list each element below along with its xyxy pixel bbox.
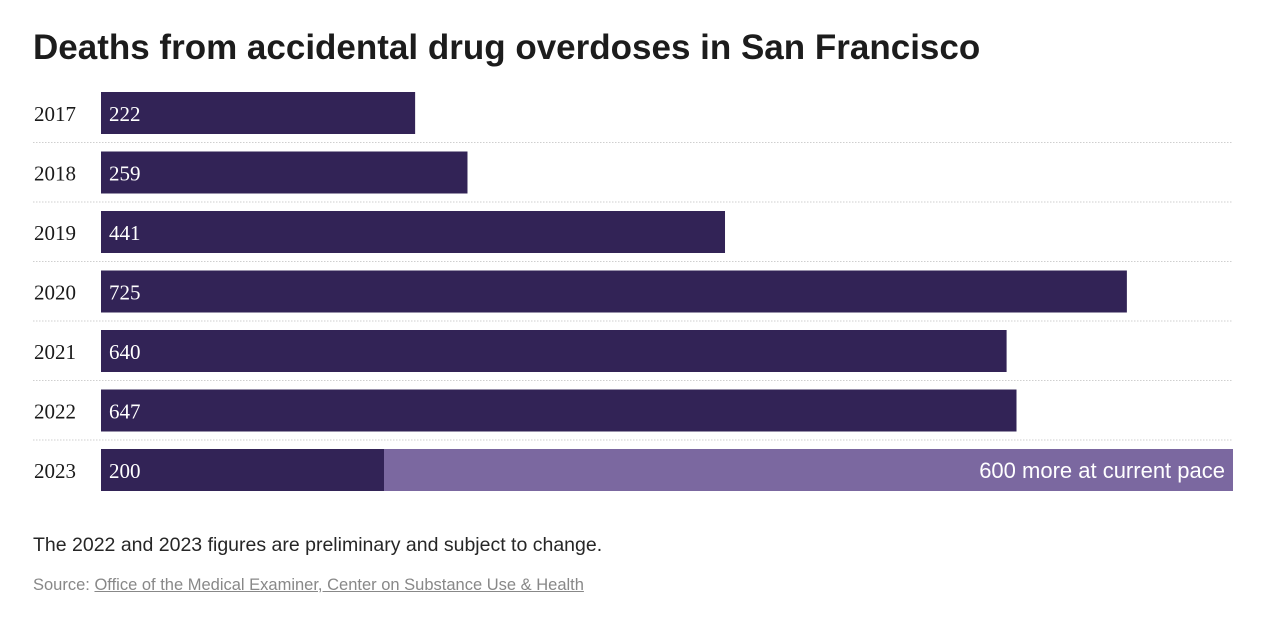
- projection-annotation: 600 more at current pace: [979, 458, 1225, 483]
- category-label: 2018: [34, 162, 76, 186]
- source-line: Source: Office of the Medical Examiner, …: [33, 576, 584, 595]
- bar-projected: [384, 449, 1233, 491]
- bar-value-label: 259: [109, 162, 141, 186]
- bar: [101, 92, 416, 134]
- bar-value-label: 725: [109, 281, 141, 305]
- bar: [101, 449, 384, 491]
- bar-value-label: 640: [109, 340, 141, 364]
- source-label: Source:: [33, 576, 90, 594]
- bar-value-label: 200: [109, 459, 141, 483]
- bar: [101, 151, 468, 194]
- bar-value-label: 441: [109, 221, 141, 245]
- chart-note: The 2022 and 2023 figures are preliminar…: [33, 534, 603, 556]
- bar-value-label: 222: [109, 102, 141, 126]
- category-label: 2017: [34, 102, 76, 126]
- category-label: 2021: [34, 340, 76, 364]
- category-label: 2019: [34, 221, 76, 245]
- bar: [101, 270, 1127, 313]
- source-link[interactable]: Office of the Medical Examiner, Center o…: [94, 576, 584, 594]
- bar: [101, 330, 1007, 372]
- bar: [101, 389, 1017, 432]
- category-label: 2020: [34, 281, 76, 305]
- bar-value-label: 647: [109, 400, 141, 424]
- category-label: 2023: [34, 459, 76, 483]
- category-label: 2022: [34, 400, 76, 424]
- bar: [101, 211, 726, 253]
- chart-title: Deaths from accidental drug overdoses in…: [33, 28, 981, 67]
